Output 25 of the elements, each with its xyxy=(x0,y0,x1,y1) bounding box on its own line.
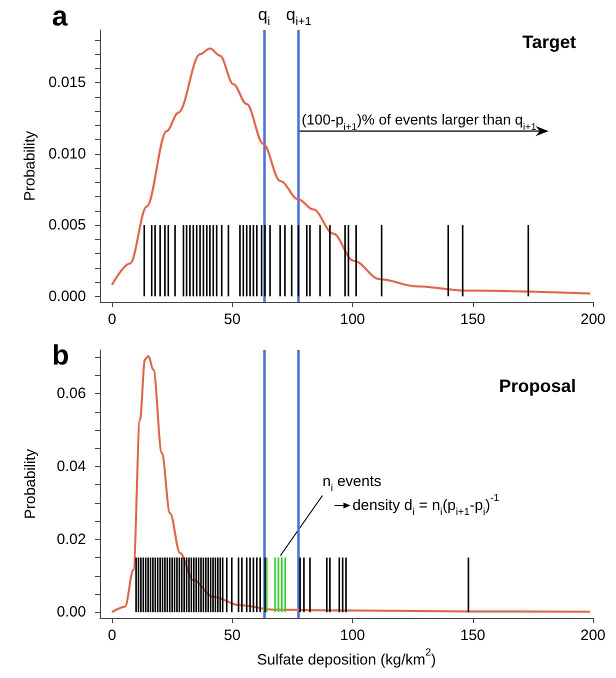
x-tick-label: 150 xyxy=(460,311,486,328)
y-tick-label: 0.02 xyxy=(56,530,86,548)
y-axis-title: Probability xyxy=(22,130,39,202)
x-tick-label: 200 xyxy=(580,627,606,644)
x-tick-label: 200 xyxy=(580,311,606,328)
y-tick-label: 0.010 xyxy=(48,145,86,162)
y-tick-label: 0.000 xyxy=(48,288,86,305)
y-tick-label: 0.04 xyxy=(56,458,86,476)
x-tick-label: 150 xyxy=(460,627,486,644)
y-tick-label: 0.015 xyxy=(48,74,86,92)
x-tick-label: 100 xyxy=(340,311,366,328)
x-tick-label: 0 xyxy=(108,311,116,328)
y-tick-label: 0.06 xyxy=(56,385,86,402)
x-tick-label: 50 xyxy=(224,627,241,644)
y-axis-title: Probability xyxy=(22,448,39,520)
x-tick-label: 0 xyxy=(108,627,116,644)
y-tick-label: 0.00 xyxy=(56,604,86,621)
text: a xyxy=(52,0,68,32)
x-tick-label: 50 xyxy=(224,311,241,328)
y-tick-label: 0.005 xyxy=(48,216,86,234)
chart-title: Target xyxy=(522,32,576,52)
line-series xyxy=(111,355,592,614)
text: b xyxy=(52,340,70,370)
x-tick-label: 100 xyxy=(340,627,366,644)
text: Proposal xyxy=(498,376,576,396)
